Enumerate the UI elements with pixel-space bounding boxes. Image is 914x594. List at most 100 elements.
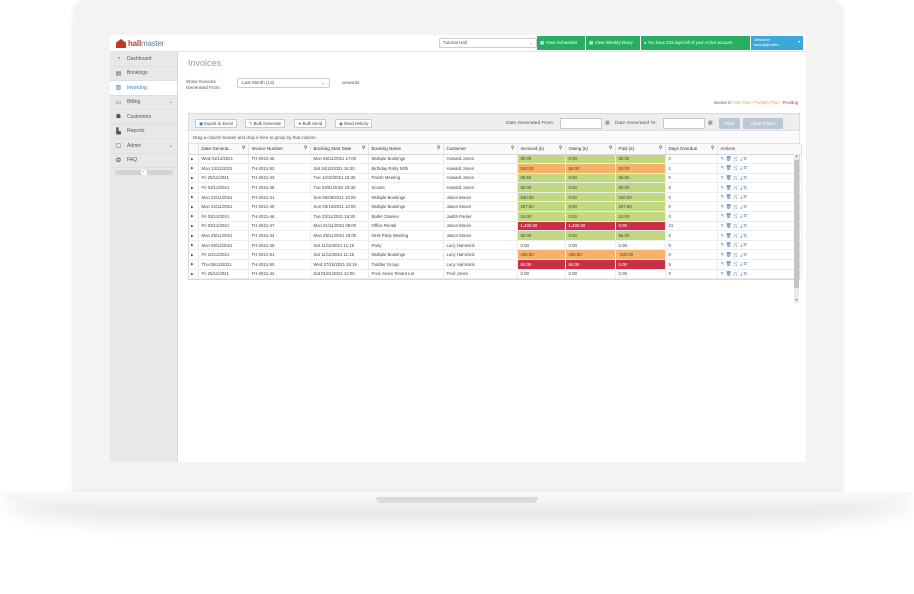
send-icon[interactable]: ✉ xyxy=(743,184,749,190)
search-icon[interactable]: ⚲ xyxy=(241,145,246,151)
expand-row-icon[interactable]: ▶ xyxy=(189,154,199,165)
scroll-thumb[interactable] xyxy=(794,160,799,288)
edit-icon[interactable]: ✎ xyxy=(720,165,726,171)
sidebar-item-invoicing[interactable]: ▥ Invoicing xyxy=(110,81,177,96)
delete-icon[interactable]: 🗑 xyxy=(725,203,733,209)
col-booking-name[interactable]: Booking Name ⚲ xyxy=(368,144,444,155)
search-icon[interactable]: ⚲ xyxy=(658,145,663,151)
expand-row-icon[interactable]: ▶ xyxy=(189,211,199,222)
edit-icon[interactable]: ✎ xyxy=(720,251,726,257)
download-icon[interactable]: ⤓ xyxy=(740,194,744,200)
cart-icon[interactable]: 🛒 xyxy=(732,213,741,219)
col-days-overdue[interactable]: Days Overdue ⚲ xyxy=(665,144,718,155)
table-row[interactable]: ▶ Thu 09/12/2021 TH-2021-50 Wed 27/10/2021 … xyxy=(189,259,802,270)
col-customer[interactable]: Customer ⚲ xyxy=(443,144,518,155)
table-row[interactable]: ▶ Mon 22/11/2021 TH-2021-41 Sun 05/09/2021 … xyxy=(189,192,802,203)
cart-icon[interactable]: 🛒 xyxy=(732,203,741,209)
table-row[interactable]: ▶ Mon 29/11/2021 TH-2021-44 Mon 29/11/2021 … xyxy=(189,230,802,241)
edit-icon[interactable]: ✎ xyxy=(720,222,726,228)
cart-icon[interactable]: 🛒 xyxy=(732,232,741,238)
grid-scrollbar[interactable]: ▲ ▼ xyxy=(794,154,799,303)
group-by-dropzone[interactable]: Drag a column header and drop it here to… xyxy=(188,132,800,144)
download-icon[interactable]: ⤓ xyxy=(740,174,744,180)
edit-icon[interactable]: ✎ xyxy=(720,184,726,190)
account-days-notice[interactable]: ● You have 233 days left of your Active … xyxy=(641,36,750,50)
scroll-up-icon[interactable]: ▲ xyxy=(794,154,799,158)
download-icon[interactable]: ⤓ xyxy=(740,242,744,248)
search-icon[interactable]: ⚲ xyxy=(510,145,515,151)
export-excel-button[interactable]: ▣Export to Excel xyxy=(195,119,237,128)
bulk-send-button[interactable]: ➤Bulk Send xyxy=(294,119,327,128)
search-icon[interactable]: ⚲ xyxy=(303,145,308,151)
expand-row-icon[interactable]: ▶ xyxy=(189,259,199,270)
expand-row-icon[interactable]: ▶ xyxy=(189,221,199,232)
date-from-input[interactable] xyxy=(560,118,602,129)
cart-icon[interactable]: 🛒 xyxy=(732,270,741,276)
send-icon[interactable]: ✉ xyxy=(743,165,749,171)
expand-row-icon[interactable]: ▶ xyxy=(189,201,199,213)
table-row[interactable]: ▶ Wed 01/12/2021 TH-2021-45 Mon 08/11/2021 … xyxy=(189,154,802,165)
cart-icon[interactable]: 🛒 xyxy=(732,261,741,267)
sidebar-item-billing[interactable]: ▭ Billing ⌄ xyxy=(110,96,177,110)
search-icon[interactable]: ⚲ xyxy=(710,145,715,151)
edit-icon[interactable]: ✎ xyxy=(720,155,726,161)
calendar-icon[interactable]: ▦ xyxy=(605,120,610,126)
view-scheduler-button[interactable]: ▦ View Scheduler xyxy=(537,36,585,50)
calendar-icon[interactable]: ▦ xyxy=(708,120,713,126)
edit-icon[interactable]: ✎ xyxy=(720,261,726,267)
hall-select[interactable]: Tutorial Hall ⌄ xyxy=(439,38,537,48)
sidebar-item-reports[interactable]: ▙ Reports xyxy=(110,125,177,139)
col-invoiced[interactable]: Invoiced (£) ⚲ xyxy=(517,144,566,155)
edit-icon[interactable]: ✎ xyxy=(720,213,726,219)
table-row[interactable]: ▶ Fri 03/12/2021 TH-2021-46 Tue 23/11/2021 … xyxy=(189,211,802,222)
download-icon[interactable]: ⤓ xyxy=(740,270,744,276)
app-logo[interactable]: hallmaster xyxy=(116,38,164,49)
expand-row-icon[interactable]: ▶ xyxy=(189,230,199,241)
col-paid[interactable]: Paid (£) ⚲ xyxy=(615,144,666,155)
cart-icon[interactable]: 🛒 xyxy=(732,165,741,171)
search-icon[interactable]: ⚲ xyxy=(558,145,563,151)
delete-icon[interactable]: 🗑 xyxy=(725,232,733,238)
edit-icon[interactable]: ✎ xyxy=(720,242,726,248)
send-icon[interactable]: ✉ xyxy=(743,232,749,238)
edit-icon[interactable]: ✎ xyxy=(720,232,726,238)
search-icon[interactable]: ⚲ xyxy=(608,145,613,151)
download-icon[interactable]: ⤓ xyxy=(740,232,744,238)
table-row[interactable]: ▶ Mon 22/11/2021 TH-2021-40 Sun 03/10/2021 … xyxy=(189,201,802,213)
download-icon[interactable]: ⤓ xyxy=(740,213,744,219)
clear-filters-button[interactable]: Clear Filters xyxy=(743,118,783,129)
search-icon[interactable]: ⚲ xyxy=(436,145,441,151)
table-row[interactable]: ▶ Fri 26/11/2021 TH-2021-43 Tue 12/10/2021 … xyxy=(189,173,802,184)
search-icon[interactable]: ⚲ xyxy=(361,145,366,151)
send-icon[interactable]: ✉ xyxy=(743,251,749,257)
send-icon[interactable]: ✉ xyxy=(743,242,749,248)
delete-icon[interactable]: 🗑 xyxy=(725,174,733,180)
sidebar-item-dashboard[interactable]: ◔ Dashboard xyxy=(110,52,177,67)
send-icon[interactable]: ✉ xyxy=(743,222,749,228)
col-date-generated[interactable]: Date Generat... ⚲ xyxy=(198,144,249,155)
sidebar-collapse-toggle[interactable]: « xyxy=(114,170,173,175)
download-icon[interactable]: ⤓ xyxy=(740,165,744,171)
scroll-down-icon[interactable]: ▼ xyxy=(794,298,799,302)
download-icon[interactable]: ⤓ xyxy=(740,203,744,209)
delete-icon[interactable]: 🗑 xyxy=(725,222,733,228)
delete-icon[interactable]: 🗑 xyxy=(725,213,733,219)
expand-row-icon[interactable]: ▶ xyxy=(189,269,199,280)
edit-icon[interactable]: ✎ xyxy=(720,194,726,200)
table-row[interactable]: ▶ Fri 03/12/2021 TH-2021-48 Tue 04/01/2022 … xyxy=(189,182,802,193)
expand-row-icon[interactable]: ▶ xyxy=(189,240,199,251)
send-history-button[interactable]: ◉Send History xyxy=(335,119,373,128)
col-booking-start-date[interactable]: Booking Start Date ⚲ xyxy=(310,144,369,155)
date-to-input[interactable] xyxy=(663,118,705,129)
cart-icon[interactable]: 🛒 xyxy=(732,251,741,257)
expand-row-icon[interactable]: ▶ xyxy=(189,192,199,203)
send-icon[interactable]: ✉ xyxy=(743,155,749,161)
table-row[interactable]: ▶ Fri 10/12/2021 TH-2021-51 Sat 11/12/2021 … xyxy=(189,249,802,261)
send-icon[interactable]: ✉ xyxy=(743,174,749,180)
expand-row-icon[interactable]: ▶ xyxy=(189,182,199,193)
send-icon[interactable]: ✉ xyxy=(743,270,749,276)
delete-icon[interactable]: 🗑 xyxy=(725,155,733,161)
table-row[interactable]: ▶ Fri 03/12/2021 TH-2021-47 Mon 01/11/2021 … xyxy=(189,221,802,232)
table-row[interactable]: ▶ Mon 06/12/2021 TH-2021-49 Sat 11/12/2021 … xyxy=(189,240,802,251)
download-icon[interactable]: ⤓ xyxy=(740,184,744,190)
